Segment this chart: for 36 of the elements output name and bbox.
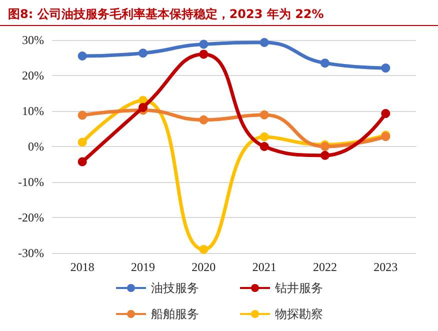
point: [381, 64, 390, 73]
legend-label: 物探勘察: [275, 307, 323, 321]
point: [199, 40, 208, 49]
point: [320, 150, 330, 160]
legend-label: 油技服务: [151, 281, 199, 295]
y-tick-label: -20%: [18, 210, 44, 224]
legend-label: 钻井服务: [274, 281, 323, 295]
point: [260, 142, 269, 151]
point: [78, 157, 87, 166]
x-tick-label: 2019: [131, 260, 155, 274]
point: [381, 108, 390, 118]
point: [78, 138, 87, 147]
point: [138, 102, 148, 112]
x-tick-label: 2023: [374, 260, 398, 274]
point: [78, 110, 87, 120]
point: [199, 50, 208, 59]
x-tick-label: 2020: [192, 260, 216, 274]
y-tick-label: 10%: [22, 104, 44, 118]
x-tick-label: 2018: [70, 260, 94, 274]
point: [260, 38, 269, 47]
chart-title: 图8: 公司油技服务毛利率基本保持稳定，2023 年为 22%: [0, 0, 438, 26]
point: [320, 58, 330, 68]
y-tick-label: 20%: [22, 68, 44, 82]
y-tick-label: 30%: [22, 33, 44, 47]
point: [138, 48, 148, 58]
x-tick-label: 2021: [252, 260, 276, 274]
point: [260, 132, 269, 142]
point: [199, 115, 208, 124]
y-tick-label: -10%: [18, 175, 44, 189]
legend-label: 船舶服务: [151, 307, 199, 321]
point: [78, 51, 87, 60]
x-tick-label: 2022: [313, 260, 337, 274]
point: [260, 110, 269, 120]
y-tick-label: -30%: [18, 246, 44, 260]
point: [199, 244, 208, 254]
y-tick-label: 0%: [28, 140, 44, 154]
